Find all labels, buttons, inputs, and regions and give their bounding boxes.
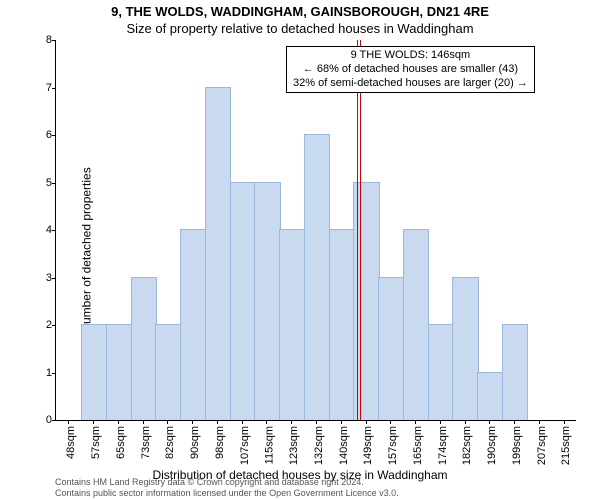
xtick-mark [316,420,317,424]
xtick-mark [217,420,218,424]
xtick-mark [167,420,168,424]
bar [329,229,355,420]
xtick-mark [341,420,342,424]
xtick-label: 174sqm [437,426,449,465]
infobox-line2: ← 68% of detached houses are smaller (43… [293,63,528,77]
ytick-label: 3 [38,272,52,284]
infobox-line1: 9 THE WOLDS: 146sqm [293,49,528,63]
ytick-mark [52,373,56,374]
xtick-mark [390,420,391,424]
xtick-label: 107sqm [239,426,251,465]
bar [106,324,132,420]
xtick-mark [192,420,193,424]
title-main: 9, THE WOLDS, WADDINGHAM, GAINSBOROUGH, … [0,4,600,19]
xtick-mark [93,420,94,424]
xtick-label: 123sqm [288,426,300,465]
bar [452,277,478,421]
xtick-label: 165sqm [412,426,424,465]
xtick-label: 207sqm [536,426,548,465]
ytick-label: 8 [38,34,52,46]
xtick-mark [266,420,267,424]
xtick-mark [489,420,490,424]
xtick-label: 157sqm [387,426,399,465]
xtick-label: 199sqm [511,426,523,465]
xtick-label: 57sqm [90,426,102,459]
xtick-label: 73sqm [140,426,152,459]
ytick-mark [52,135,56,136]
info-box: 9 THE WOLDS: 146sqm ← 68% of detached ho… [286,46,535,93]
ytick-mark [52,88,56,89]
xtick-mark [415,420,416,424]
bar [304,134,330,420]
xtick-label: 82sqm [164,426,176,459]
xtick-label: 98sqm [214,426,226,459]
footer-line1: Contains HM Land Registry data © Crown c… [55,477,399,487]
xtick-label: 190sqm [486,426,498,465]
ytick-mark [52,40,56,41]
xtick-mark [366,420,367,424]
ytick-label: 5 [38,177,52,189]
bar [155,324,181,420]
bar [403,229,429,420]
ytick-label: 2 [38,319,52,331]
title-sub: Size of property relative to detached ho… [0,21,600,36]
marker-line [360,40,361,420]
bar [279,229,305,420]
xtick-mark [143,420,144,424]
footer-attribution: Contains HM Land Registry data © Crown c… [55,477,399,498]
bar [254,182,280,421]
bar [502,324,528,420]
bar [428,324,454,420]
marker-line [357,40,358,420]
xtick-label: 115sqm [263,426,275,464]
xtick-label: 65sqm [115,426,127,459]
xtick-label: 48sqm [65,426,77,459]
ytick-label: 6 [38,129,52,141]
xtick-mark [465,420,466,424]
xtick-mark [440,420,441,424]
chart-container: 9, THE WOLDS, WADDINGHAM, GAINSBOROUGH, … [0,0,600,500]
bar [205,87,231,421]
bar [230,182,256,421]
bar [131,277,157,421]
ytick-label: 1 [38,367,52,379]
xtick-mark [291,420,292,424]
xtick-mark [564,420,565,424]
infobox-line3: 32% of semi-detached houses are larger (… [293,77,528,91]
xtick-mark [514,420,515,424]
bar [180,229,206,420]
xtick-mark [539,420,540,424]
plot-area: 01234567848sqm57sqm65sqm73sqm82sqm90sqm9… [55,40,576,421]
xtick-label: 149sqm [363,426,375,465]
ytick-mark [52,230,56,231]
xtick-label: 182sqm [462,426,474,465]
xtick-label: 140sqm [338,426,350,465]
xtick-label: 215sqm [561,426,573,465]
bar [477,372,503,421]
ytick-label: 4 [38,224,52,236]
xtick-mark [118,420,119,424]
ytick-mark [52,420,56,421]
xtick-label: 132sqm [313,426,325,465]
bar [81,324,107,420]
bar [378,277,404,421]
xtick-mark [242,420,243,424]
xtick-label: 90sqm [189,426,201,459]
footer-line2: Contains public sector information licen… [55,488,399,498]
ytick-mark [52,183,56,184]
ytick-label: 7 [38,82,52,94]
xtick-mark [68,420,69,424]
ytick-mark [52,325,56,326]
ytick-label: 0 [38,414,52,426]
ytick-mark [52,278,56,279]
